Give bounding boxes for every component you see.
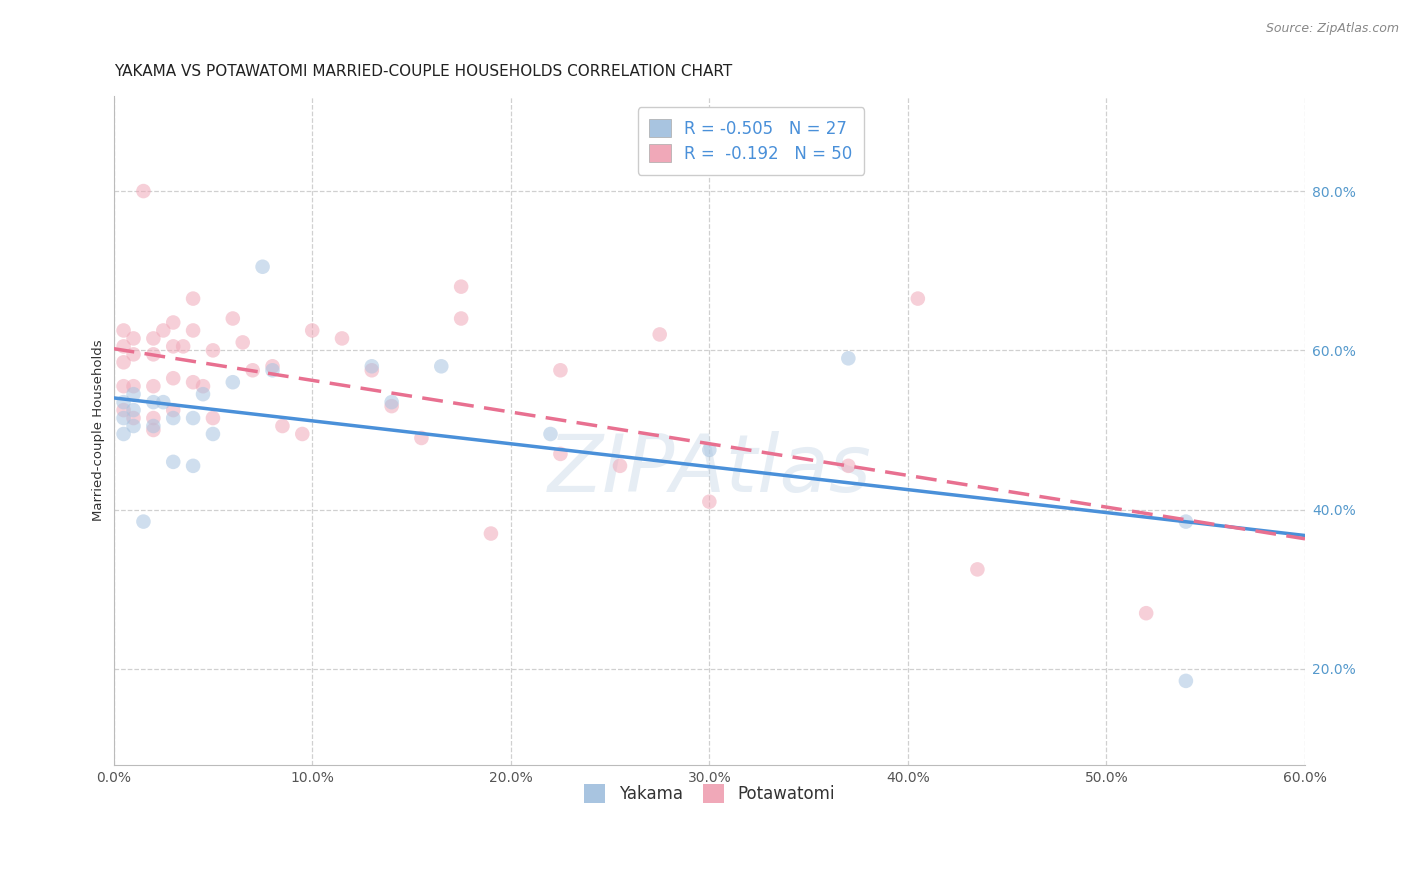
Point <box>540 427 562 442</box>
Point <box>201 343 224 358</box>
Point <box>112 427 135 442</box>
Point <box>191 379 214 393</box>
Point <box>699 494 721 508</box>
Point <box>122 419 145 434</box>
Point <box>301 323 323 337</box>
Point <box>181 458 204 473</box>
Point <box>381 399 404 413</box>
Point <box>201 427 224 442</box>
Point <box>450 311 472 326</box>
Point <box>966 562 988 576</box>
Point <box>152 395 174 409</box>
Point <box>360 359 382 374</box>
Point <box>181 323 204 337</box>
Point <box>262 359 284 374</box>
Point <box>550 447 572 461</box>
Point <box>112 323 135 337</box>
Point <box>142 331 165 345</box>
Point <box>122 387 145 401</box>
Point <box>430 359 453 374</box>
Point <box>291 427 314 442</box>
Point <box>112 355 135 369</box>
Point <box>222 375 245 389</box>
Point <box>142 395 165 409</box>
Point <box>142 379 165 393</box>
Point <box>112 379 135 393</box>
Point <box>112 411 135 425</box>
Point <box>142 347 165 361</box>
Point <box>411 431 433 445</box>
Point <box>181 375 204 389</box>
Point <box>262 363 284 377</box>
Point <box>222 311 245 326</box>
Point <box>162 411 184 425</box>
Point <box>181 411 204 425</box>
Point <box>837 458 859 473</box>
Point <box>122 331 145 345</box>
Point <box>550 363 572 377</box>
Text: ZIPAtlas: ZIPAtlas <box>547 431 872 509</box>
Point <box>330 331 353 345</box>
Point <box>112 403 135 417</box>
Point <box>360 363 382 377</box>
Legend: Yakama, Potawatomi: Yakama, Potawatomi <box>574 774 845 813</box>
Point <box>450 279 472 293</box>
Point <box>479 526 502 541</box>
Point <box>907 292 929 306</box>
Point <box>699 442 721 457</box>
Point <box>162 403 184 417</box>
Point <box>252 260 274 274</box>
Point <box>122 347 145 361</box>
Point <box>271 419 294 434</box>
Point <box>112 339 135 353</box>
Point <box>122 379 145 393</box>
Point <box>242 363 264 377</box>
Point <box>648 327 671 342</box>
Point <box>162 371 184 385</box>
Point <box>132 515 155 529</box>
Point <box>142 411 165 425</box>
Point <box>191 387 214 401</box>
Point <box>1174 673 1197 688</box>
Y-axis label: Married-couple Households: Married-couple Households <box>93 339 105 521</box>
Point <box>132 184 155 198</box>
Point <box>837 351 859 366</box>
Point <box>112 395 135 409</box>
Point <box>1174 515 1197 529</box>
Point <box>381 395 404 409</box>
Point <box>122 403 145 417</box>
Point <box>609 458 631 473</box>
Point <box>122 411 145 425</box>
Point <box>232 335 254 350</box>
Point <box>181 292 204 306</box>
Point <box>162 339 184 353</box>
Point <box>1135 606 1157 620</box>
Point <box>162 316 184 330</box>
Text: Source: ZipAtlas.com: Source: ZipAtlas.com <box>1265 22 1399 36</box>
Point <box>142 423 165 437</box>
Point <box>201 411 224 425</box>
Point <box>162 455 184 469</box>
Text: YAKAMA VS POTAWATOMI MARRIED-COUPLE HOUSEHOLDS CORRELATION CHART: YAKAMA VS POTAWATOMI MARRIED-COUPLE HOUS… <box>114 64 733 79</box>
Point <box>172 339 194 353</box>
Point <box>142 419 165 434</box>
Point <box>152 323 174 337</box>
